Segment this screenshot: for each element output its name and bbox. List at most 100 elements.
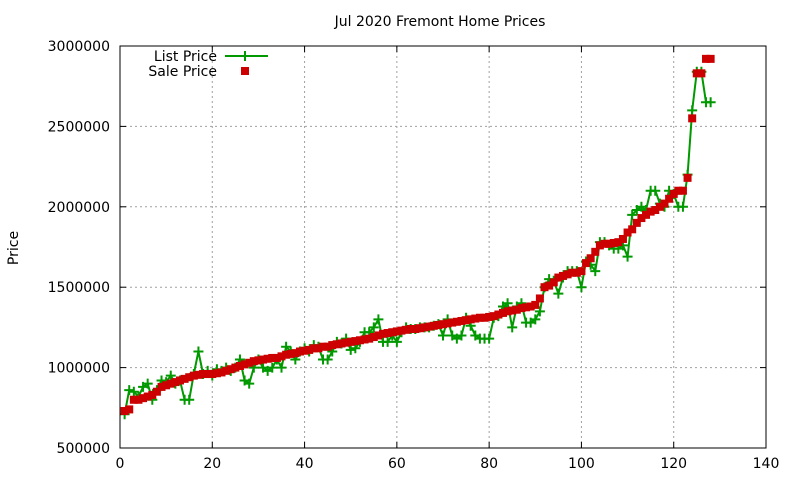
list-price-point (687, 105, 698, 116)
list-price-point (553, 288, 564, 299)
sale-price-point (189, 371, 198, 380)
sale-price-point (434, 320, 443, 329)
sale-price-point (402, 325, 411, 334)
sale-price-point (365, 334, 374, 343)
sale-price-point (618, 234, 627, 243)
sale-price-point (143, 392, 152, 401)
list-price-point (677, 201, 688, 212)
sale-price-point (485, 312, 494, 321)
sale-price-point (642, 210, 651, 219)
sale-price-point (300, 346, 309, 355)
sale-price-point (535, 294, 544, 303)
sale-price-point (683, 173, 692, 182)
sale-price-point (420, 323, 429, 332)
sale-price-point (245, 358, 254, 367)
sale-price-point (646, 207, 655, 216)
sale-price-point (702, 54, 711, 63)
list-price-point (184, 394, 195, 405)
sale-price-point (277, 352, 286, 361)
list-price-point (534, 306, 545, 317)
sale-price-point (443, 319, 452, 328)
sale-price-point (498, 308, 507, 317)
sale-price-point (342, 338, 351, 347)
sale-price-point (319, 342, 328, 351)
sale-price-point (609, 238, 618, 247)
sale-price-point (517, 304, 526, 313)
sale-price-point (568, 268, 577, 277)
list-price-point (507, 322, 518, 333)
sale-price-point (697, 69, 706, 78)
sale-price-point (577, 267, 586, 276)
sale-price-point (139, 394, 148, 403)
x-tick-label: 0 (116, 456, 125, 472)
sale-price-point (439, 320, 447, 329)
y-tick-label: 2500000 (48, 119, 110, 135)
y-tick-label: 1500000 (48, 280, 110, 296)
sale-price-point (494, 310, 503, 319)
x-tick-label: 80 (480, 456, 498, 472)
sale-price-point (328, 341, 337, 350)
list-price-point (382, 336, 393, 347)
sale-price-point (466, 315, 475, 324)
sale-price-point (540, 283, 549, 292)
sale-price-point (411, 325, 420, 334)
sale-price-point (462, 316, 471, 325)
sale-price-point (558, 271, 567, 280)
list-price-point (391, 336, 402, 347)
sale-price-point (254, 356, 263, 365)
sale-price-point (651, 206, 660, 215)
sale-price-point (208, 370, 217, 379)
grid-lines (120, 46, 766, 448)
sale-price-point (185, 373, 194, 382)
sale-price-point (452, 317, 461, 326)
y-axis-label: Price (6, 231, 22, 265)
sale-price-point (332, 340, 341, 349)
sale-price-point (637, 214, 646, 223)
x-tick-label: 140 (753, 456, 780, 472)
list-price-point (705, 97, 716, 108)
list-price-point (276, 362, 287, 373)
sale-price-point (379, 329, 388, 338)
x-tick-label: 60 (388, 456, 406, 472)
sale-price-point (614, 238, 623, 247)
list-price-point (267, 362, 278, 373)
sale-price-point (531, 300, 540, 309)
list-price-point (128, 386, 139, 397)
sale-price-point (563, 270, 572, 279)
legend-label-sale-price: Sale Price (148, 64, 217, 80)
sale-price-point (148, 390, 157, 399)
sale-price-point (632, 218, 641, 227)
sale-price-point (623, 228, 632, 237)
sale-price-point (125, 405, 134, 414)
sale-price-point (678, 186, 687, 195)
sale-price-point (199, 370, 208, 379)
list-price-point (530, 314, 541, 325)
list-price-point (322, 354, 333, 365)
x-tick-label: 20 (203, 456, 221, 472)
sale-price-point (369, 333, 378, 342)
sale-price-point (669, 189, 678, 198)
list-price-point (622, 251, 633, 262)
y-tick-label: 500000 (57, 441, 110, 457)
sale-price-point (295, 347, 304, 356)
x-axis-ticks: 0 20 40 60 80 100 120 140 (116, 46, 780, 472)
list-price-point (165, 370, 176, 381)
sale-price-point (549, 278, 558, 287)
sale-price-point (263, 354, 272, 363)
sale-price-point (545, 281, 554, 290)
sale-price-point (231, 363, 240, 372)
legend-entry-list-price: List Price (154, 49, 268, 65)
sale-price-point (388, 328, 397, 337)
list-price-point (576, 282, 587, 293)
sale-price-point (282, 350, 291, 359)
sale-price-point (157, 382, 166, 391)
list-price-point (484, 333, 495, 344)
sale-price-point (222, 366, 231, 375)
sale-price-point (503, 307, 512, 316)
sale-price-point (226, 365, 235, 374)
sale-price-point (600, 239, 609, 248)
sale-price-point (457, 316, 466, 325)
sale-price-point (305, 345, 314, 354)
legend: List Price Sale Price (148, 49, 268, 80)
